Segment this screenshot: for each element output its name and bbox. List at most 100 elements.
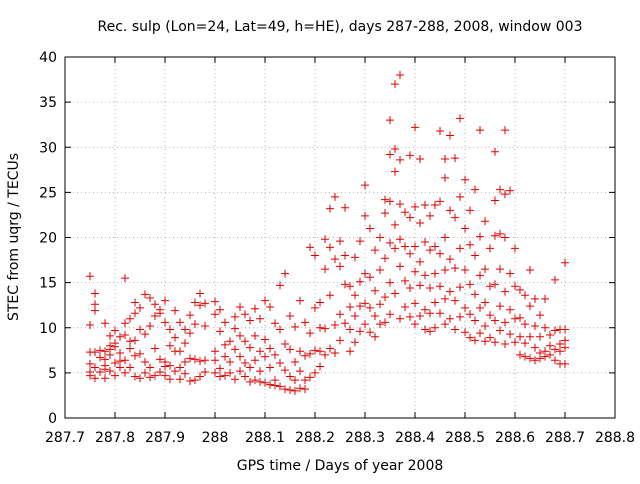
data-point bbox=[496, 302, 504, 311]
data-point bbox=[181, 339, 189, 348]
data-point bbox=[211, 310, 219, 319]
data-point bbox=[256, 347, 264, 356]
data-point bbox=[366, 328, 374, 337]
data-point bbox=[526, 265, 534, 274]
data-point bbox=[446, 287, 454, 296]
data-point bbox=[331, 192, 339, 201]
data-point bbox=[441, 233, 449, 242]
data-point bbox=[196, 301, 204, 310]
data-point bbox=[536, 311, 544, 320]
data-point bbox=[511, 314, 519, 323]
data-point bbox=[451, 296, 459, 305]
data-point bbox=[226, 358, 234, 367]
data-point bbox=[361, 211, 369, 220]
data-point bbox=[516, 313, 524, 322]
data-point bbox=[186, 376, 194, 385]
data-point bbox=[391, 220, 399, 229]
data-point bbox=[516, 332, 524, 341]
data-point bbox=[531, 321, 539, 330]
data-point bbox=[476, 271, 484, 280]
data-point bbox=[231, 324, 239, 333]
data-point bbox=[476, 232, 484, 241]
data-point bbox=[501, 287, 509, 296]
data-point bbox=[121, 356, 129, 365]
data-point bbox=[221, 371, 229, 380]
data-point bbox=[196, 357, 204, 366]
data-point bbox=[456, 312, 464, 321]
data-point bbox=[561, 359, 569, 368]
data-point bbox=[151, 300, 159, 309]
data-point bbox=[561, 325, 569, 334]
data-point bbox=[516, 285, 524, 294]
data-point bbox=[106, 367, 114, 376]
data-point bbox=[286, 345, 294, 354]
data-point bbox=[551, 275, 559, 284]
data-point bbox=[246, 343, 254, 352]
data-point bbox=[111, 342, 119, 351]
data-point bbox=[106, 350, 114, 359]
data-point bbox=[331, 349, 339, 358]
data-point bbox=[366, 273, 374, 282]
data-point bbox=[441, 320, 449, 329]
data-point bbox=[211, 368, 219, 377]
data-point bbox=[551, 326, 559, 335]
data-point bbox=[211, 356, 219, 365]
data-point bbox=[396, 71, 404, 80]
data-point bbox=[316, 362, 324, 371]
data-point bbox=[531, 356, 539, 365]
data-point bbox=[136, 303, 144, 312]
data-point bbox=[371, 312, 379, 321]
data-point bbox=[191, 298, 199, 307]
data-point bbox=[231, 345, 239, 354]
data-point bbox=[221, 340, 229, 349]
data-point bbox=[161, 362, 169, 371]
data-point bbox=[416, 257, 424, 266]
data-point bbox=[126, 344, 134, 353]
data-point bbox=[501, 190, 509, 199]
y-tick-label: 15 bbox=[39, 276, 57, 292]
data-point bbox=[481, 321, 489, 330]
data-point bbox=[481, 298, 489, 307]
data-point bbox=[551, 345, 559, 354]
data-point bbox=[361, 181, 369, 190]
data-point bbox=[301, 318, 309, 327]
data-point bbox=[501, 233, 509, 242]
data-point bbox=[321, 350, 329, 359]
data-point bbox=[256, 367, 264, 376]
data-point bbox=[241, 337, 249, 346]
data-point bbox=[141, 358, 149, 367]
data-point bbox=[456, 283, 464, 292]
data-point bbox=[296, 296, 304, 305]
data-point bbox=[461, 328, 469, 337]
x-axis-label: GPS time / Days of year 2008 bbox=[237, 458, 444, 474]
data-point bbox=[426, 246, 434, 255]
data-point bbox=[461, 224, 469, 233]
data-point bbox=[431, 201, 439, 210]
data-point bbox=[506, 269, 514, 278]
data-point bbox=[201, 321, 209, 330]
data-point bbox=[551, 356, 559, 365]
data-point bbox=[386, 116, 394, 125]
data-point bbox=[311, 368, 319, 377]
data-point bbox=[381, 195, 389, 204]
data-point bbox=[316, 347, 324, 356]
data-point bbox=[416, 281, 424, 290]
data-point bbox=[181, 358, 189, 367]
data-point bbox=[321, 265, 329, 274]
data-point bbox=[446, 255, 454, 264]
data-point bbox=[451, 213, 459, 222]
data-point bbox=[376, 320, 384, 329]
data-point bbox=[531, 294, 539, 303]
data-point bbox=[111, 326, 119, 335]
data-point bbox=[346, 347, 354, 356]
data-point bbox=[406, 249, 414, 258]
data-point bbox=[421, 305, 429, 314]
data-point bbox=[351, 338, 359, 347]
data-point bbox=[521, 352, 529, 361]
data-point bbox=[276, 382, 284, 391]
data-point bbox=[226, 368, 234, 377]
data-point bbox=[391, 80, 399, 89]
data-point bbox=[176, 363, 184, 372]
data-point bbox=[411, 299, 419, 308]
data-point bbox=[446, 131, 454, 140]
